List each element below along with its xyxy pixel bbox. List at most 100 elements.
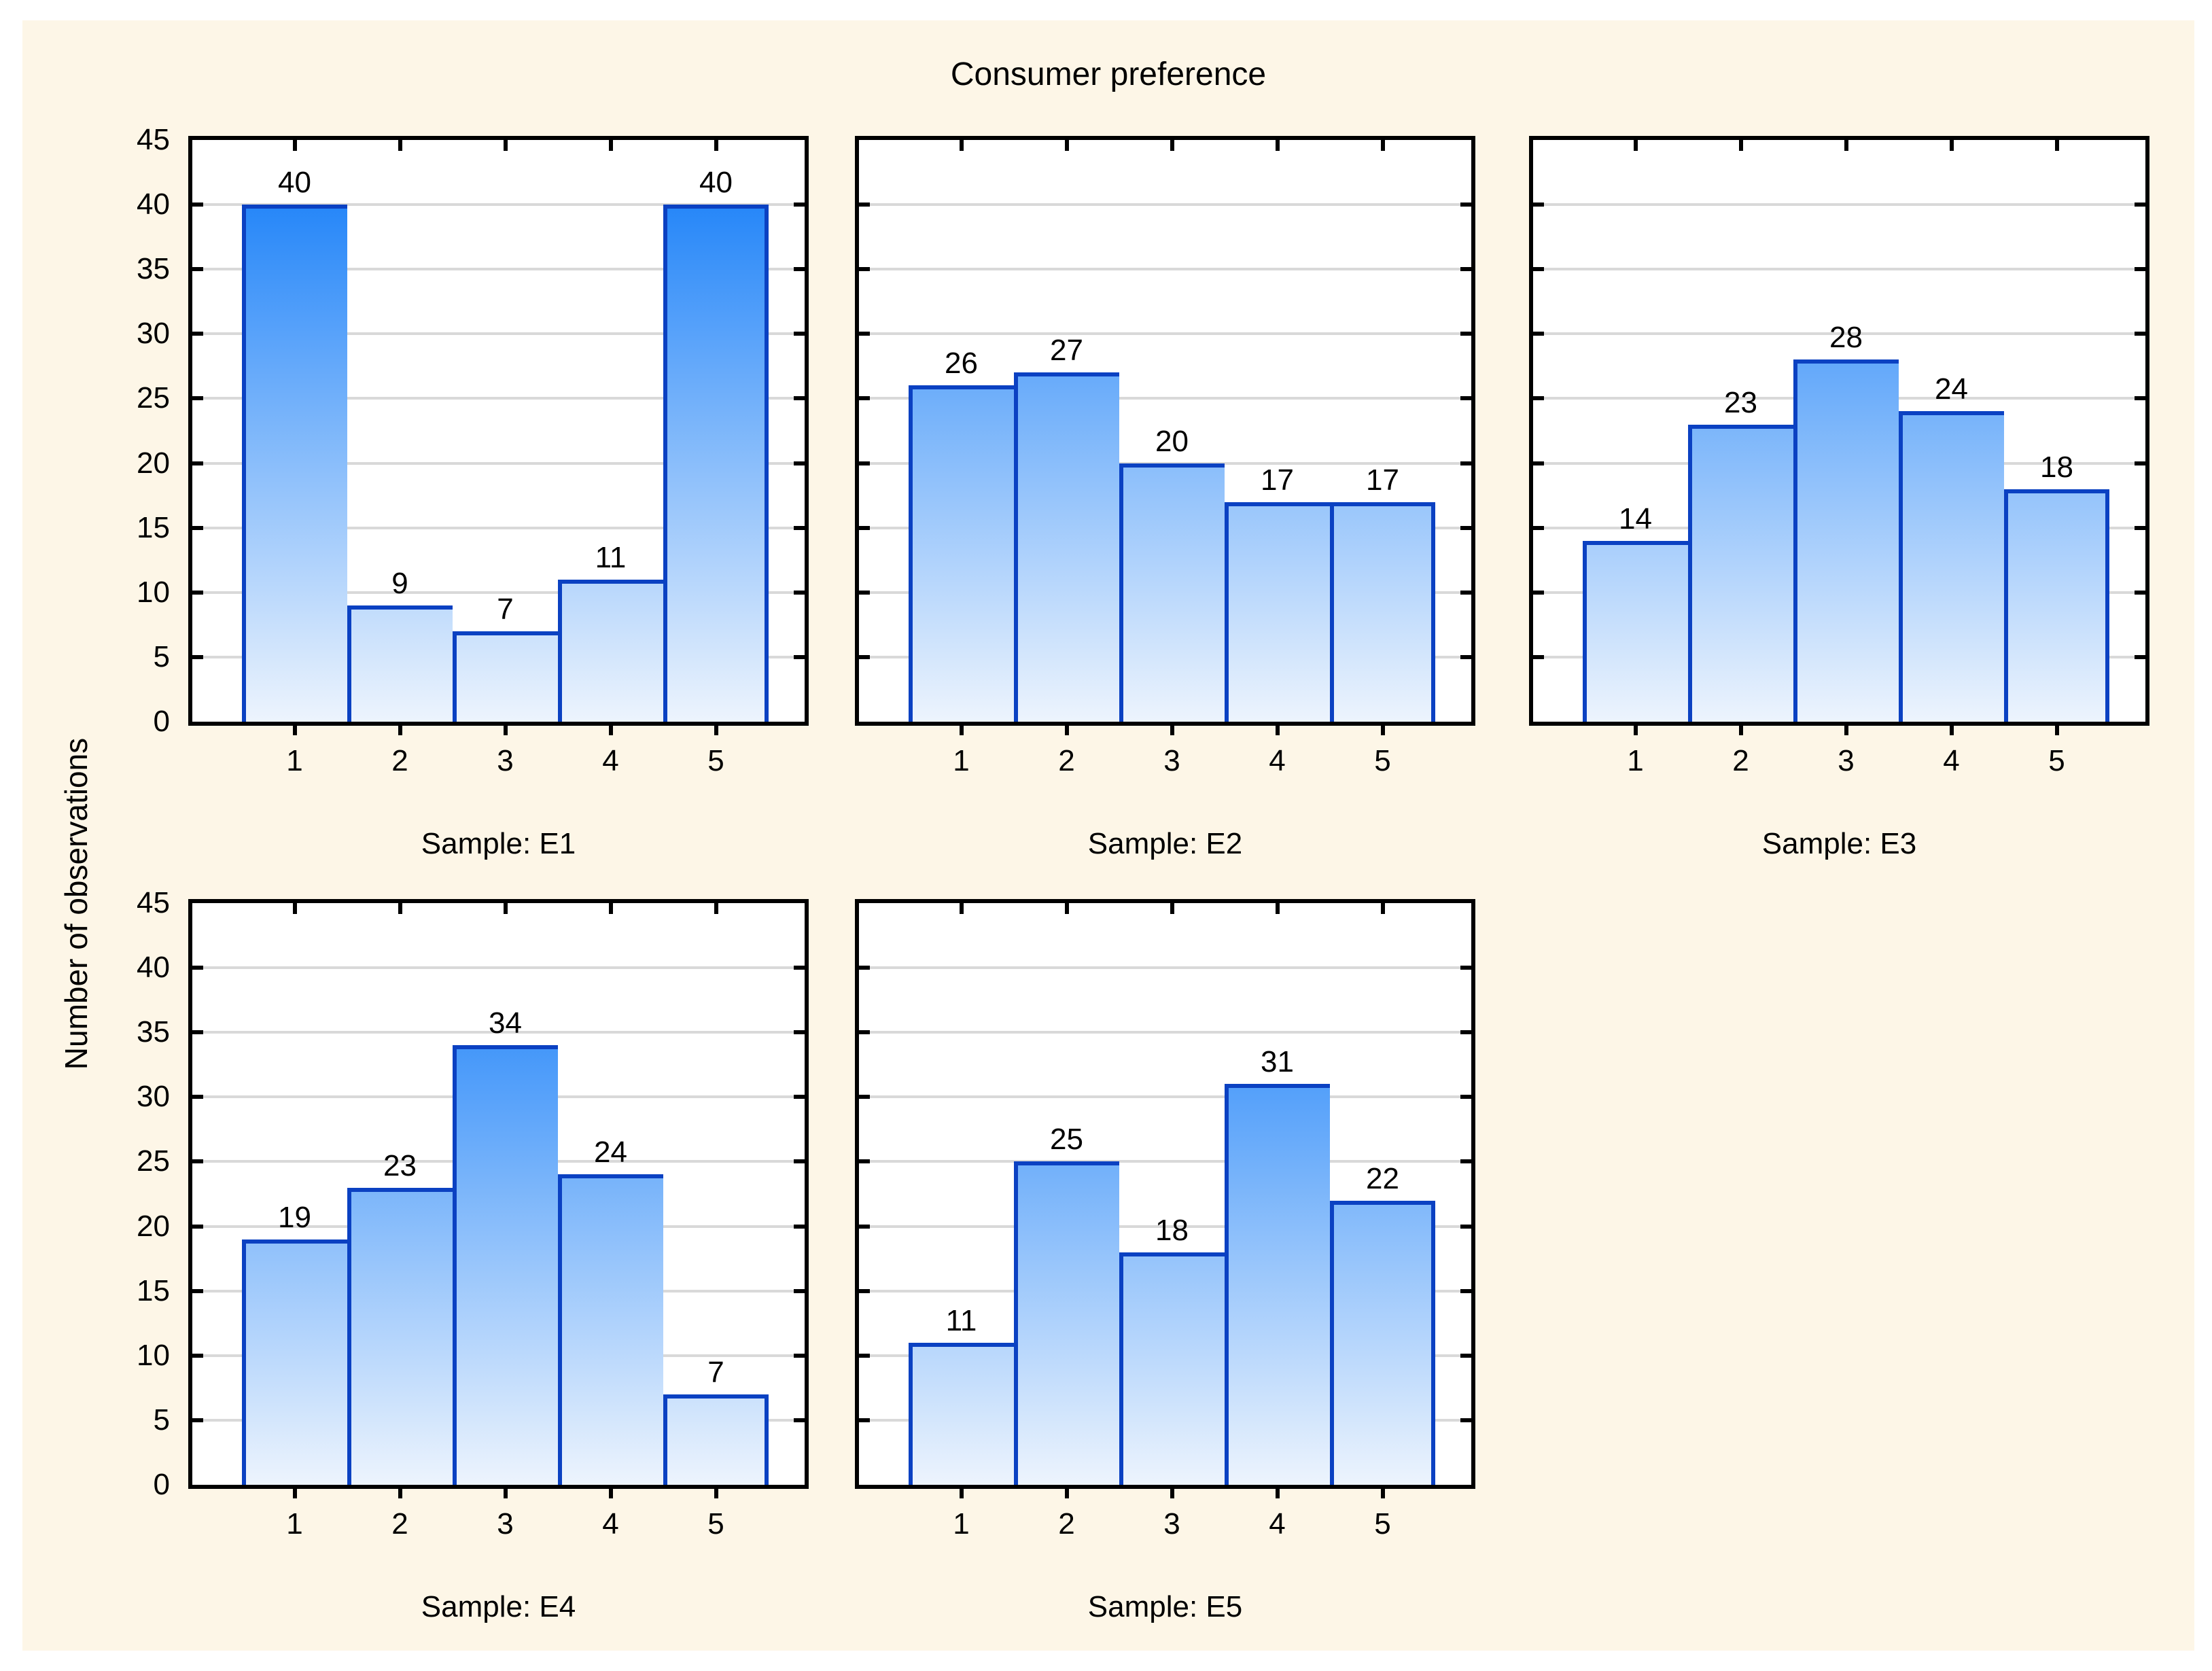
tick-mark-right	[794, 1418, 805, 1422]
bar	[1688, 424, 1793, 722]
tick-mark-left	[1533, 396, 1544, 401]
bar-value-label: 18	[1155, 1213, 1189, 1247]
gridline	[192, 397, 805, 400]
gridline	[859, 203, 1471, 207]
tick-mark-left	[859, 1353, 870, 1358]
gridline	[192, 268, 805, 271]
x-tick-label: 1	[953, 744, 970, 777]
tick-mark-top	[1380, 903, 1385, 914]
tick-mark-top	[292, 903, 297, 914]
tick-mark-left	[192, 1030, 203, 1035]
x-tick-label: 4	[1943, 744, 1960, 777]
tick-mark-top	[959, 903, 964, 914]
tick-mark-bottom	[1064, 722, 1069, 735]
tick-mark-left	[192, 525, 203, 530]
bar-value-label: 34	[489, 1006, 522, 1040]
panel-caption: Sample: E4	[421, 1590, 576, 1623]
tick-mark-top	[398, 903, 402, 914]
bar-value-label: 28	[1829, 321, 1863, 355]
y-tick-label: 40	[137, 188, 170, 222]
tick-mark-right	[794, 1224, 805, 1229]
gridline	[859, 966, 1471, 970]
tick-mark-right	[794, 1095, 805, 1100]
tick-mark-left	[859, 1224, 870, 1229]
gridline	[1533, 268, 2145, 271]
x-tick-label: 1	[286, 744, 303, 777]
plot-area-1: 40 1 9 2 7 3 11 4 40 5 0 5 10 15 20 25 30 35 40 45 Sample: E…	[137, 124, 809, 860]
gridline	[859, 268, 1471, 271]
tick-mark-bottom	[398, 722, 402, 735]
tick-mark-right	[1460, 1030, 1471, 1035]
tick-mark-top	[2054, 140, 2059, 151]
bar-value-label: 19	[278, 1200, 311, 1234]
bar	[1119, 1252, 1225, 1485]
tick-mark-left	[859, 332, 870, 336]
tick-mark-top	[959, 140, 964, 151]
tick-mark-right	[794, 1159, 805, 1164]
tick-mark-left	[859, 203, 870, 207]
y-tick-label: 15	[137, 510, 170, 544]
tick-mark-right	[1460, 396, 1471, 401]
tick-mark-right	[1460, 332, 1471, 336]
y-tick-label: 10	[137, 575, 170, 609]
tick-mark-left	[859, 590, 870, 595]
tick-mark-bottom	[1738, 722, 1743, 735]
tick-mark-bottom	[292, 1485, 297, 1498]
y-tick-label: 25	[137, 381, 170, 415]
plot-area-5: 11 1 25 2 18 3 31 4 22 5 Sample: E5	[855, 899, 1475, 1623]
bar	[1119, 463, 1225, 722]
tick-mark-left	[192, 396, 203, 401]
gridline	[192, 966, 805, 970]
tick-mark-bottom	[398, 1485, 402, 1498]
x-tick-label: 4	[1269, 744, 1286, 777]
y-tick-label: 20	[137, 446, 170, 480]
tick-mark-top	[1064, 140, 1069, 151]
tick-mark-right	[2135, 525, 2145, 530]
tick-mark-top	[608, 903, 613, 914]
tick-mark-left	[859, 1159, 870, 1164]
tick-mark-bottom	[1275, 722, 1280, 735]
tick-mark-top	[1949, 140, 1954, 151]
y-tick-label: 25	[137, 1144, 170, 1178]
tick-mark-right	[794, 966, 805, 970]
bar-value-label: 18	[2040, 450, 2073, 484]
tick-mark-right	[2135, 332, 2145, 336]
bar-value-label: 14	[1619, 502, 1652, 535]
y-tick-label: 30	[137, 317, 170, 351]
tick-mark-bottom	[503, 722, 508, 735]
tick-mark-right	[794, 267, 805, 272]
tick-mark-left	[192, 654, 203, 659]
tick-mark-top	[1633, 140, 1638, 151]
plot-area-4: 19 1 23 2 34 3 24 4 7 5 0 5 10 15 20 25 30 35 40 45 Sample: …	[137, 887, 809, 1623]
bar-value-label: 11	[945, 1303, 977, 1337]
tick-mark-right	[1460, 1353, 1471, 1358]
tick-mark-right	[2135, 396, 2145, 401]
x-tick-label: 2	[1732, 744, 1749, 777]
panel-caption: Sample: E3	[1761, 827, 1917, 860]
bar	[242, 205, 347, 722]
tick-mark-top	[1738, 140, 1743, 151]
tick-mark-right	[794, 461, 805, 465]
tick-mark-right	[794, 203, 805, 207]
bar	[558, 1174, 663, 1485]
bar-value-label: 11	[595, 540, 627, 574]
tick-mark-bottom	[503, 1485, 508, 1498]
y-tick-label: 5	[153, 1403, 170, 1437]
y-tick-label: 30	[137, 1080, 170, 1114]
x-tick-label: 2	[1058, 1507, 1075, 1541]
panel-caption: Sample: E5	[1087, 1590, 1243, 1623]
x-tick-label: 4	[602, 744, 619, 777]
tick-mark-left	[859, 1095, 870, 1100]
tick-mark-left	[192, 1288, 203, 1293]
bar-value-label: 40	[699, 166, 733, 200]
tick-mark-top	[714, 903, 718, 914]
bar-value-label: 25	[1050, 1123, 1083, 1157]
bar-value-label: 24	[594, 1136, 627, 1169]
gridline	[859, 1095, 1471, 1099]
x-tick-label: 5	[707, 1507, 724, 1541]
tick-mark-right	[794, 590, 805, 595]
bar	[1330, 1200, 1435, 1485]
tick-mark-right	[794, 1353, 805, 1358]
bar-value-label: 7	[707, 1355, 724, 1389]
x-tick-label: 1	[1627, 744, 1644, 777]
